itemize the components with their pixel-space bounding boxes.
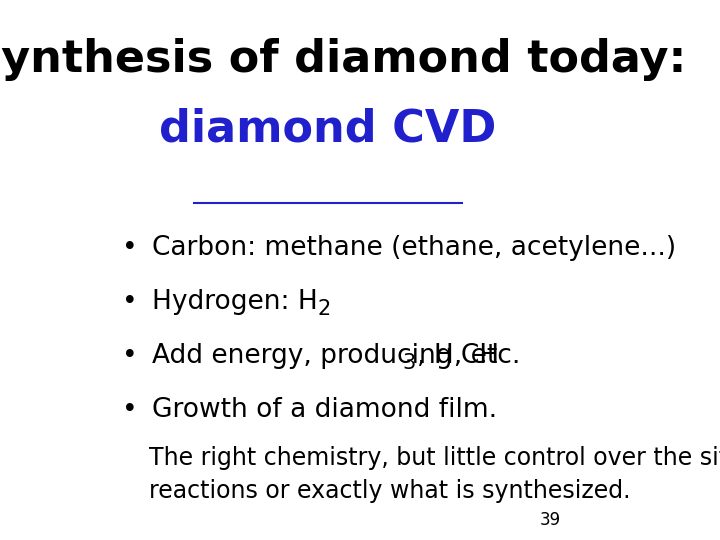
Text: 39: 39 <box>540 511 561 529</box>
Text: , H, etc.: , H, etc. <box>417 343 521 369</box>
Text: •: • <box>122 343 137 369</box>
Text: •: • <box>122 397 137 423</box>
Text: Hydrogen: H: Hydrogen: H <box>152 289 318 315</box>
Text: The right chemistry, but little control over the site of
reactions or exactly wh: The right chemistry, but little control … <box>149 446 720 503</box>
Text: diamond CVD: diamond CVD <box>159 108 497 151</box>
Text: Add energy, producing CH: Add energy, producing CH <box>152 343 499 369</box>
Text: 3: 3 <box>402 353 415 373</box>
Text: •: • <box>122 289 137 315</box>
Text: Growth of a diamond film.: Growth of a diamond film. <box>152 397 497 423</box>
Text: 2: 2 <box>318 299 331 319</box>
Text: •: • <box>122 235 137 261</box>
Text: Synthesis of diamond today:: Synthesis of diamond today: <box>0 38 687 81</box>
Text: Carbon: methane (ethane, acetylene...): Carbon: methane (ethane, acetylene...) <box>152 235 676 261</box>
